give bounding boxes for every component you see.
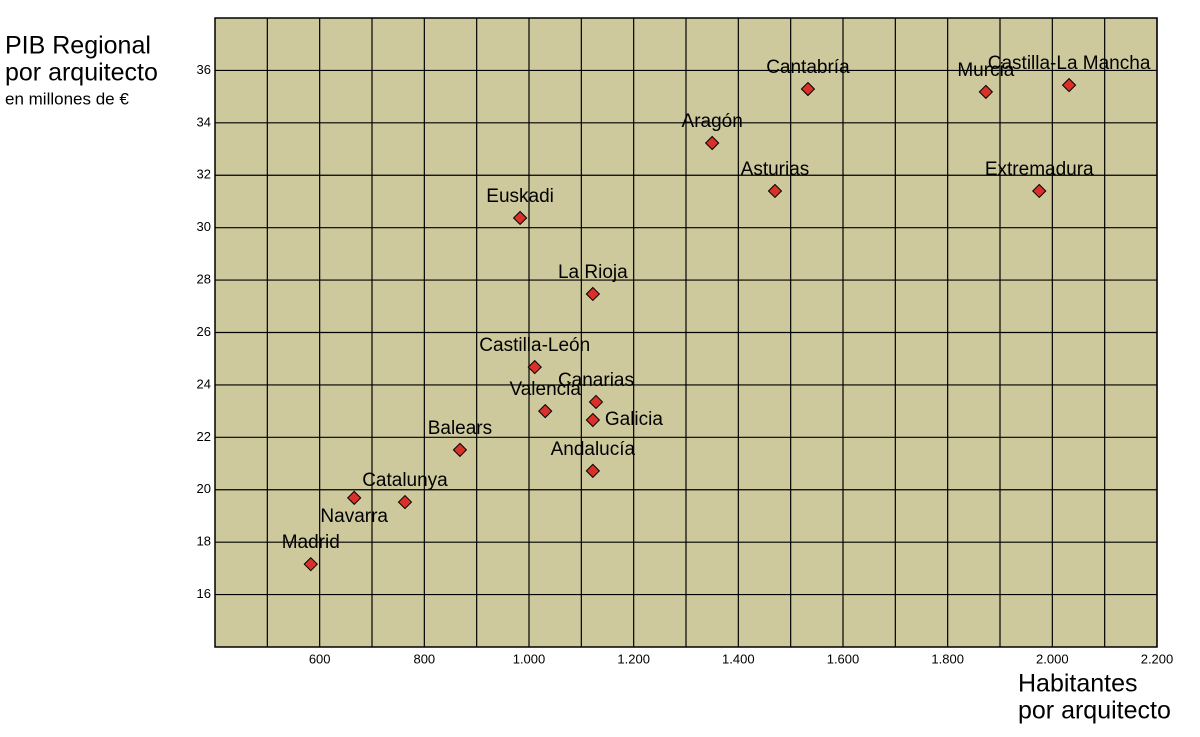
x-tick-label: 800 [413, 651, 435, 666]
point-label: Euskadi [486, 186, 554, 207]
point [512, 210, 528, 226]
x-tick-label: 2.000 [1036, 651, 1069, 666]
x-axis-title: por arquitecto [1018, 697, 1171, 725]
y-tick-label: 18 [197, 534, 211, 549]
y-tick-label: 32 [197, 167, 211, 182]
point-label: Navarra [320, 506, 388, 527]
x-tick-label: 1.000 [513, 651, 546, 666]
point [704, 135, 720, 151]
point [588, 394, 604, 410]
point-label: Castilla-La Mancha [988, 53, 1151, 74]
point [1061, 77, 1077, 93]
point [800, 81, 816, 97]
point-label: Madrid [282, 532, 340, 553]
y-axis-title: en millones de € [5, 89, 129, 108]
x-tick-label: 1.400 [722, 651, 755, 666]
point-label: Murcia [957, 60, 1014, 81]
y-axis-title: por arquitecto [5, 59, 158, 87]
y-tick-label: 16 [197, 586, 211, 601]
y-axis-title: PIB Regional [5, 32, 151, 60]
point-label: La Rioja [558, 262, 628, 283]
point [538, 403, 553, 419]
point-label: Cantabría [766, 57, 850, 78]
point [767, 183, 783, 199]
point [452, 442, 468, 458]
point [585, 286, 601, 302]
point [978, 84, 994, 100]
point-label: Balears [428, 418, 492, 439]
point-label: Valencia [509, 379, 581, 400]
point [303, 556, 318, 572]
y-tick-label: 26 [197, 324, 211, 339]
y-tick-label: 24 [197, 376, 211, 391]
y-tick-label: 36 [197, 62, 211, 77]
y-tick-label: 22 [197, 429, 211, 444]
x-tick-label: 600 [309, 651, 331, 666]
point-label: Aragón [682, 111, 743, 132]
point [346, 490, 362, 506]
y-tick-label: 28 [197, 272, 211, 287]
y-tick-label: 34 [197, 114, 211, 129]
x-tick-label: 2.200 [1141, 651, 1174, 666]
point [1032, 183, 1047, 199]
point-label: Galicia [605, 409, 664, 430]
point-label: Extremadura [985, 159, 1094, 180]
point-label: Asturias [741, 159, 810, 180]
point-label: Castilla-León [479, 335, 590, 356]
x-tick-label: 1.200 [617, 651, 650, 666]
y-tick-label: 30 [197, 219, 211, 234]
point [585, 463, 601, 479]
x-tick-label: 1.800 [931, 651, 964, 666]
point [397, 494, 413, 510]
point [527, 359, 542, 375]
point-label: Andalucía [551, 439, 636, 460]
point-label: Catalunya [362, 470, 448, 491]
point-label: Canarias [558, 370, 634, 391]
x-tick-label: 1.600 [827, 651, 860, 666]
x-axis-title: Habitantes [1018, 670, 1138, 698]
y-tick-label: 20 [197, 481, 211, 496]
point [585, 412, 601, 428]
